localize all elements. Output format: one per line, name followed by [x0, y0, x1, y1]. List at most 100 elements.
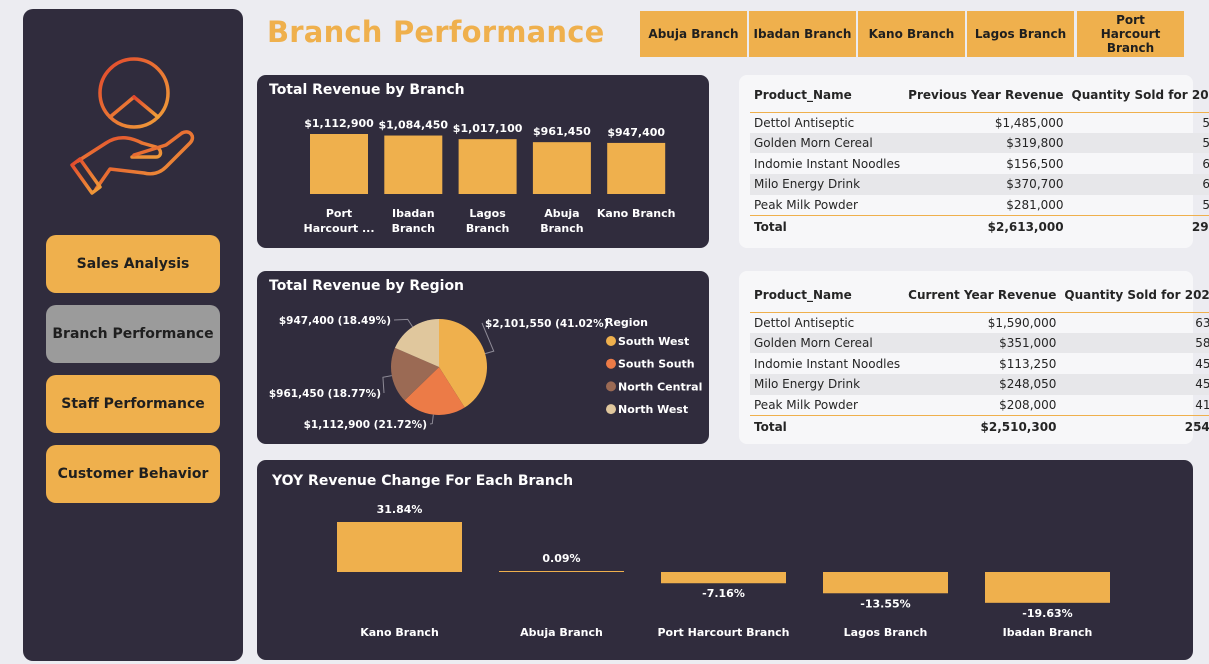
- legend-label: North West: [618, 403, 688, 416]
- product-cell: Dettol Antiseptic: [754, 115, 855, 130]
- table-row: Dettol Antiseptic $1,485,000 594: [750, 112, 1209, 133]
- nav-staff-performance-button[interactable]: Staff Performance: [46, 375, 220, 433]
- bar: [384, 135, 443, 194]
- legend-marker: [606, 336, 616, 346]
- bar: [458, 139, 517, 194]
- data-label: -19.63%: [1022, 607, 1072, 620]
- leader-line: [429, 414, 434, 425]
- legend-marker: [606, 358, 616, 369]
- tick-label: Ibadan Branch: [1003, 626, 1093, 639]
- data-label: $947,400 (18.49%): [279, 315, 391, 327]
- nav-branch-performance-button[interactable]: Branch Performance: [46, 305, 220, 363]
- bar: [661, 572, 786, 584]
- tick-label: Lagos: [469, 207, 506, 220]
- pie-slice: [404, 367, 465, 415]
- data-label: 0.09%: [542, 552, 580, 565]
- page-title: Branch Performance: [267, 15, 605, 49]
- total-revenue: $2,510,300: [904, 414, 1061, 438]
- pie-slice: [439, 319, 488, 408]
- table-row: Milo Energy Drink$370,700674: [750, 174, 1209, 195]
- bar: [823, 572, 948, 594]
- data-label: $1,112,900 (21.72%): [304, 419, 427, 431]
- pie-slice: [391, 347, 439, 401]
- table-row: Golden Morn Cereal$319,800533: [750, 132, 1209, 154]
- legend-marker: [606, 404, 616, 415]
- nav-sales-analysis-button[interactable]: Sales Analysis: [46, 235, 220, 293]
- legend-label: North Central: [618, 380, 702, 393]
- data-label: -13.55%: [860, 597, 910, 610]
- previous-year-table-card: Product_Name Previous Year Revenue Quant…: [739, 75, 1209, 248]
- leader-line: [382, 375, 392, 394]
- data-label: $2,101,550 (41.02%): [485, 318, 608, 330]
- quantity-cell: 416: [1195, 397, 1209, 412]
- product-cell: Indomie Instant Noodles: [754, 356, 901, 371]
- tick-label: Port: [326, 207, 352, 220]
- quantity-cell: 585: [1060, 332, 1209, 354]
- yoy-change-card: YOY Revenue Change For Each Branch 31.84…: [257, 460, 1193, 660]
- column-header[interactable]: Quantity Sold for 2023: [1067, 78, 1209, 113]
- legend-label: South West: [618, 335, 689, 348]
- tick-label: Abuja: [544, 207, 579, 220]
- table-total-row: Total$2,510,3002541: [750, 414, 1209, 438]
- slicer-ibadan-branch[interactable]: Ibadan Branch: [749, 11, 856, 57]
- data-label: $961,450: [533, 125, 591, 138]
- tick-label: Kano Branch: [360, 626, 439, 639]
- product-cell: Dettol Antiseptic: [754, 315, 855, 330]
- slicer-port-harcourt-branch[interactable]: Port Harcourt Branch: [1077, 11, 1184, 57]
- column-header[interactable]: Product_Name: [750, 78, 905, 113]
- revenue-by-branch-title: Total Revenue by Branch: [269, 82, 465, 98]
- data-label: $1,017,100: [453, 122, 523, 135]
- sidebar: Sales Analysis Branch Performance Staff …: [23, 9, 243, 661]
- revenue-cell: $156,500: [1006, 156, 1064, 171]
- bar: [532, 142, 591, 194]
- table-total-row: Total$2,613,0002989: [750, 214, 1209, 238]
- column-header[interactable]: Previous Year Revenue: [904, 78, 1068, 113]
- slicer-lagos-branch[interactable]: Lagos Branch: [967, 11, 1074, 57]
- bar: [337, 522, 462, 572]
- leader-line: [481, 322, 495, 355]
- tick-label: Harcourt ...: [303, 222, 374, 235]
- column-header[interactable]: Current Year Revenue: [904, 278, 1061, 313]
- slicer-kano-branch[interactable]: Kano Branch: [858, 11, 965, 57]
- column-header[interactable]: Quantity Sold for 2024: [1060, 278, 1209, 313]
- quantity-cell: 674: [1067, 174, 1209, 195]
- data-label: $1,112,900: [304, 117, 374, 130]
- quantity-cell: 636: [1195, 315, 1209, 330]
- revenue-cell: $113,250: [999, 356, 1057, 371]
- revenue-cell: $351,000: [904, 332, 1061, 354]
- revenue-by-region-chart: $2,101,550 (41.02%) $1,112,900 (21.72%) $9…: [269, 315, 702, 431]
- slicer-abuja-branch[interactable]: Abuja Branch: [640, 11, 747, 57]
- bar: [607, 142, 666, 194]
- data-label: 31.84%: [377, 503, 423, 516]
- table-row: Dettol Antiseptic $1,590,000 636: [750, 312, 1209, 333]
- legend-label: South South: [618, 358, 695, 371]
- column-header[interactable]: Product_Name: [750, 278, 905, 313]
- table-row: Golden Morn Cereal$351,000585: [750, 332, 1209, 354]
- product-cell: Golden Morn Cereal: [750, 332, 905, 354]
- tick-label: Kano Branch: [597, 207, 676, 220]
- tick-label: Abuja Branch: [520, 626, 603, 639]
- revenue-cell: $319,800: [904, 132, 1068, 154]
- tick-label: Ibadan: [392, 207, 435, 220]
- data-label: $1,084,450: [379, 119, 449, 132]
- bar: [499, 571, 624, 572]
- total-quantity: 2541: [1060, 414, 1209, 438]
- bar: [310, 134, 368, 194]
- tick-label: Branch: [466, 222, 509, 235]
- product-cell: Peak Milk Powder: [754, 397, 858, 412]
- revenue-cell: $370,700: [904, 174, 1068, 195]
- legend-title: Region: [605, 316, 648, 329]
- yoy-change-chart: 31.84% Kano Branch 0.09% Abuja Branch -7.16%…: [337, 503, 1110, 639]
- pie-slice: [394, 319, 439, 367]
- current-year-table-card: Product_Name Current Year Revenue Quanti…: [739, 271, 1209, 444]
- revenue-cell: $1,485,000: [994, 115, 1064, 130]
- revenue-cell: $208,000: [999, 397, 1057, 412]
- current-year-table: Product_Name Current Year Revenue Quanti…: [750, 278, 1209, 438]
- tick-label: Port Harcourt Branch: [657, 626, 789, 639]
- revenue-by-region-title: Total Revenue by Region: [269, 278, 465, 294]
- table-row: Peak Milk Powder $208,000 416: [750, 395, 1209, 416]
- nav-customer-behavior-button[interactable]: Customer Behavior: [46, 445, 220, 503]
- product-cell: Milo Energy Drink: [750, 174, 905, 195]
- tick-label: Branch: [540, 222, 583, 235]
- tick-label: Lagos Branch: [844, 626, 928, 639]
